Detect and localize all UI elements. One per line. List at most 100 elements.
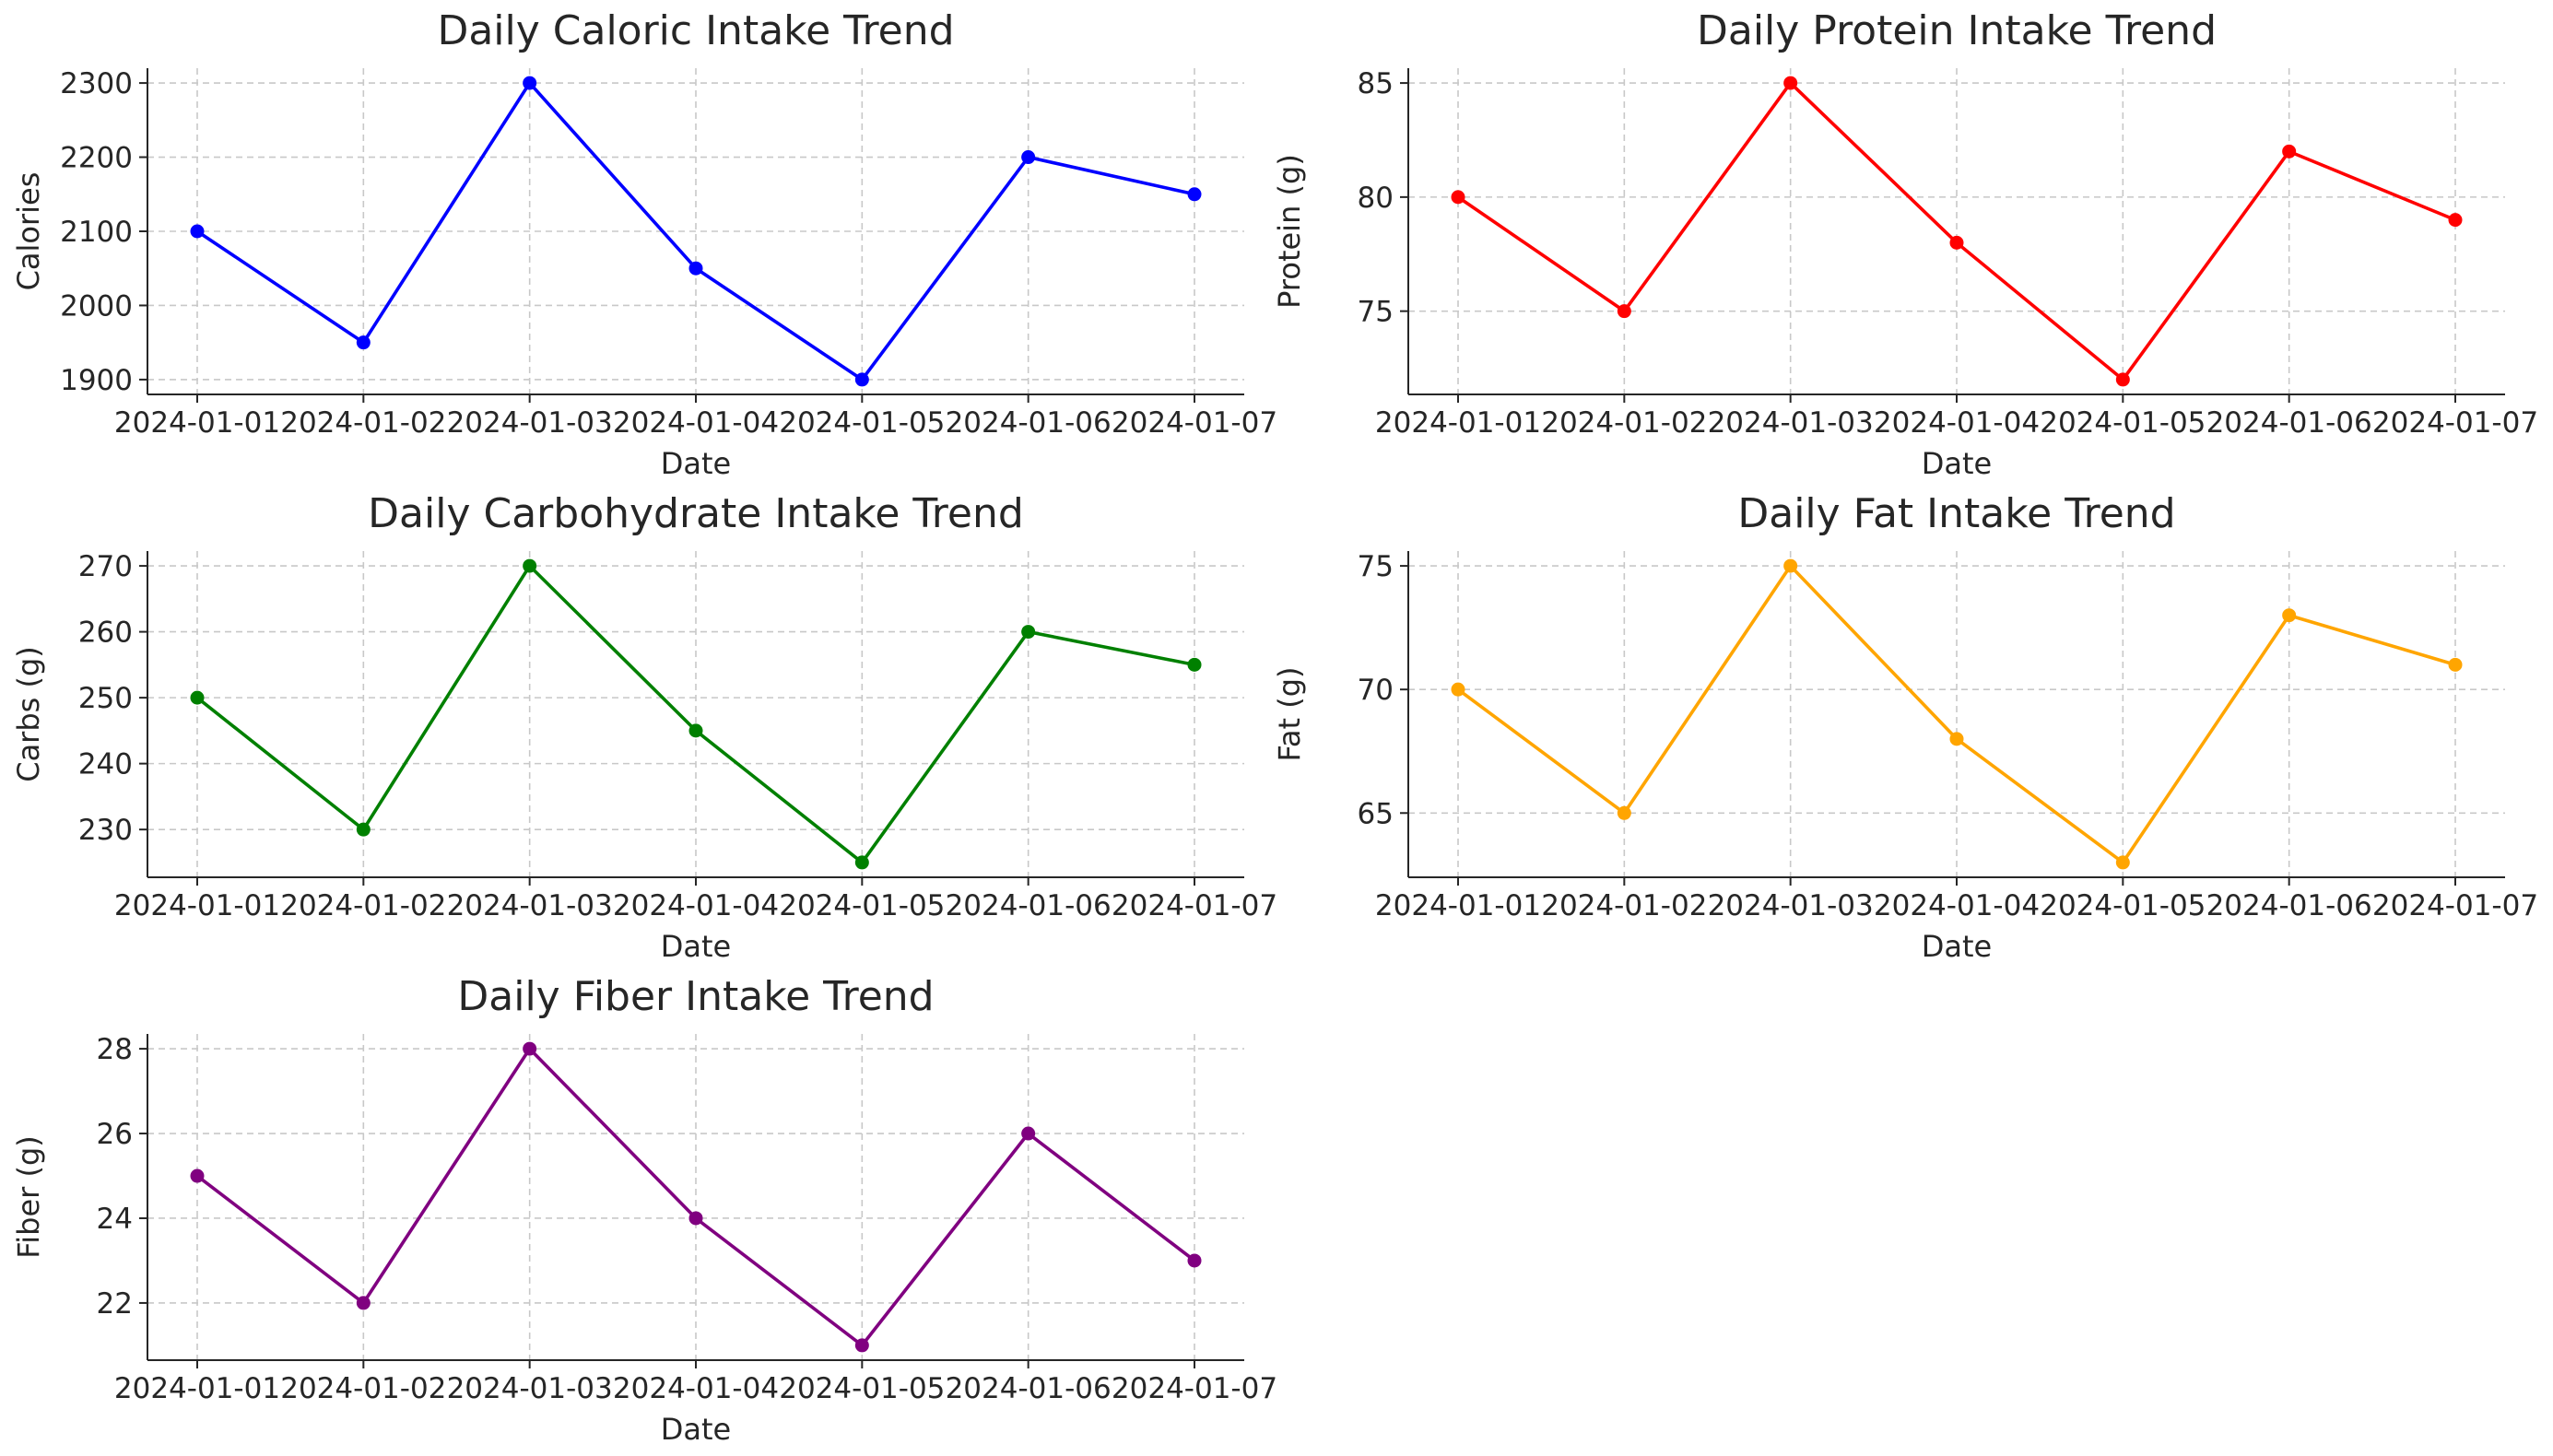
y-axis-label: Carbs (g) [11,646,46,782]
x-tick-label: 2024-01-06 [946,406,1112,440]
y-axis-label: Calories [11,172,46,291]
chart-title: Daily Protein Intake Trend [1697,7,2217,54]
y-tick-label: 85 [1358,67,1394,100]
x-tick-label: 2024-01-02 [1541,406,1707,440]
data-point [2448,657,2463,672]
subplot-3: 2024-01-01 2024-01-02 2024-01-03 2024-01-04… [11,490,1277,964]
y-axis-label: Fat (g) [1272,666,1307,761]
y-axis-label: Protein (g) [1272,154,1307,309]
x-tick-label: 2024-01-05 [779,406,945,440]
x-axis-label: Date [1922,929,1992,964]
y-tick-label: 230 [78,814,133,847]
chart-title: Daily Fat Intake Trend [1737,490,2175,537]
data-point [688,723,703,738]
x-tick-label: 2024-01-05 [779,889,945,922]
x-tick-label: 2024-01-06 [2206,889,2372,922]
subplot-1: 2024-01-01 2024-01-02 2024-01-03 2024-01-04… [11,7,1277,481]
chart-title: Daily Fiber Intake Trend [457,973,934,1020]
data-point [2282,608,2297,623]
y-tick-label: 2100 [60,216,133,249]
y-tick-label: 75 [1358,296,1394,329]
x-tick-label: 2024-01-04 [613,1372,779,1405]
data-point [356,1296,371,1310]
x-tick-label: 2024-01-03 [447,406,613,440]
x-tick-label: 2024-01-03 [447,889,613,922]
x-tick-label: 2024-01-03 [1708,889,1874,922]
subplot-2: 2024-01-01 2024-01-02 2024-01-03 2024-01-04… [1272,7,2538,481]
x-tick-label: 2024-01-04 [1874,889,2040,922]
subplot-5: 2024-01-01 2024-01-02 2024-01-03 2024-01-04… [11,973,1277,1447]
x-axis-label: Date [661,1412,731,1447]
y-tick-label: 75 [1358,550,1394,583]
x-tick-label: 2024-01-01 [1375,889,1541,922]
data-point [1021,1126,1036,1141]
data-point [2448,213,2463,228]
x-tick-label: 2024-01-04 [613,889,779,922]
y-tick-label: 70 [1358,674,1394,707]
x-axis-label: Date [661,446,731,481]
data-point [523,558,537,573]
x-tick-label: 2024-01-07 [1112,406,1277,440]
data-point [854,855,869,870]
x-tick-label: 2024-01-02 [280,406,446,440]
subplot-4: 2024-01-01 2024-01-02 2024-01-03 2024-01-04… [1272,490,2538,964]
x-tick-label: 2024-01-02 [280,889,446,922]
data-point [1783,76,1798,90]
y-tick-label: 28 [97,1033,133,1066]
x-tick-label: 2024-01-05 [779,1372,945,1405]
y-tick-label: 2200 [60,142,133,175]
y-tick-label: 22 [97,1287,133,1321]
x-tick-label: 2024-01-04 [1874,406,2040,440]
x-axis-label: Date [661,929,731,964]
data-point [1451,190,1465,205]
data-point [523,76,537,90]
data-point [356,335,371,350]
chart-title: Daily Caloric Intake Trend [437,7,954,54]
x-tick-label: 2024-01-07 [1112,889,1277,922]
data-point [854,372,869,387]
y-tick-label: 65 [1358,797,1394,830]
x-tick-label: 2024-01-06 [946,889,1112,922]
data-point [1451,682,1465,697]
x-tick-label: 2024-01-07 [2372,406,2538,440]
data-point [190,690,205,705]
data-point [523,1041,537,1056]
y-tick-label: 250 [78,682,133,715]
data-point [190,224,205,239]
data-point [190,1168,205,1183]
data-point [1021,150,1036,165]
x-tick-label: 2024-01-03 [1708,406,1874,440]
x-tick-label: 2024-01-03 [447,1372,613,1405]
x-tick-label: 2024-01-05 [2040,406,2206,440]
x-tick-label: 2024-01-07 [2372,889,2538,922]
x-tick-label: 2024-01-02 [1541,889,1707,922]
x-tick-label: 2024-01-01 [114,1372,280,1405]
x-tick-label: 2024-01-02 [280,1372,446,1405]
y-tick-label: 260 [78,616,133,650]
x-tick-label: 2024-01-01 [114,406,280,440]
x-axis-label: Date [1922,446,1992,481]
y-tick-label: 270 [78,550,133,583]
data-point [1187,1253,1202,1268]
x-tick-label: 2024-01-01 [114,889,280,922]
y-axis-label: Fiber (g) [11,1135,46,1259]
x-tick-label: 2024-01-01 [1375,406,1541,440]
data-point [1617,304,1631,319]
chart-title: Daily Carbohydrate Intake Trend [368,490,1024,537]
data-point [688,1211,703,1226]
data-point [1021,625,1036,640]
data-point [1187,657,1202,672]
data-point [2282,144,2297,159]
data-point [1187,187,1202,202]
data-point [356,822,371,837]
x-tick-label: 2024-01-06 [2206,406,2372,440]
y-tick-label: 240 [78,748,133,781]
data-point [688,261,703,276]
data-point [1617,805,1631,820]
y-tick-label: 2000 [60,289,133,323]
x-tick-label: 2024-01-06 [946,1372,1112,1405]
y-tick-label: 1900 [60,364,133,397]
data-point [1949,235,1964,250]
y-tick-label: 24 [97,1203,133,1236]
